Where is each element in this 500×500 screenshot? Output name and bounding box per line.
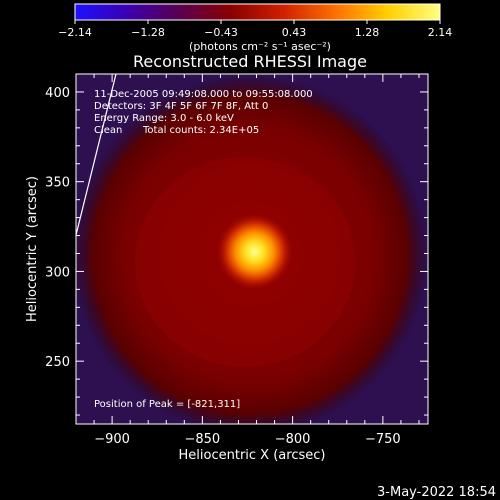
colorbar-tick-label: −2.14: [58, 26, 92, 39]
image-layer: [76, 74, 428, 424]
x-tick-label: −750: [365, 432, 401, 447]
annotation-counts: Total counts: 2.34E+05: [142, 125, 259, 136]
colorbar-units: (photons cm⁻² s⁻¹ asec⁻²): [189, 40, 331, 53]
annotation-method: Clean: [94, 125, 122, 136]
y-tick-label: 400: [45, 86, 70, 101]
colorbar-tick-label: 0.43: [282, 26, 307, 39]
y-tick-label: 300: [45, 265, 70, 280]
chart-title: Reconstructed RHESSI Image: [133, 52, 367, 71]
annotation-detectors: Detectors: 3F 4F 5F 6F 7F 8F, Att 0: [94, 101, 268, 112]
plot-frame: [75, 73, 429, 425]
peak-emission: [216, 213, 293, 290]
annotation-time: 11-Dec-2005 09:49:08.000 to 09:55:08.000: [94, 89, 313, 100]
x-axis-ticks: −900 −850 −800 −750: [93, 74, 420, 447]
colorbar-ticks: −2.14 −1.28 −0.43 0.43 1.28 2.14: [58, 20, 452, 39]
colorbar-tick-label: 1.28: [355, 26, 380, 39]
y-axis-label: Heliocentric Y (arcsec): [25, 176, 40, 322]
colorbar-tick-label: 2.14: [428, 26, 453, 39]
colorbar-tick-label: −1.28: [131, 26, 165, 39]
colorbar-tick-label: −0.43: [204, 26, 238, 39]
colorbar: [74, 3, 441, 21]
y-tick-label: 350: [45, 176, 70, 191]
x-tick-label: −800: [275, 432, 311, 447]
footer-timestamp: 3-May-2022 18:54: [377, 485, 496, 500]
y-axis-ticks: 250 300 350 400: [45, 73, 428, 416]
annotation-energy: Energy Range: 3.0 - 6.0 keV: [94, 113, 234, 124]
x-tick-label: −850: [184, 432, 220, 447]
x-axis-label: Heliocentric X (arcsec): [179, 448, 326, 463]
y-tick-label: 250: [45, 355, 70, 370]
x-tick-label: −900: [94, 432, 130, 447]
annotation-peak: Position of Peak = [-821,311]: [94, 399, 240, 410]
solar-limb: [76, 74, 117, 236]
